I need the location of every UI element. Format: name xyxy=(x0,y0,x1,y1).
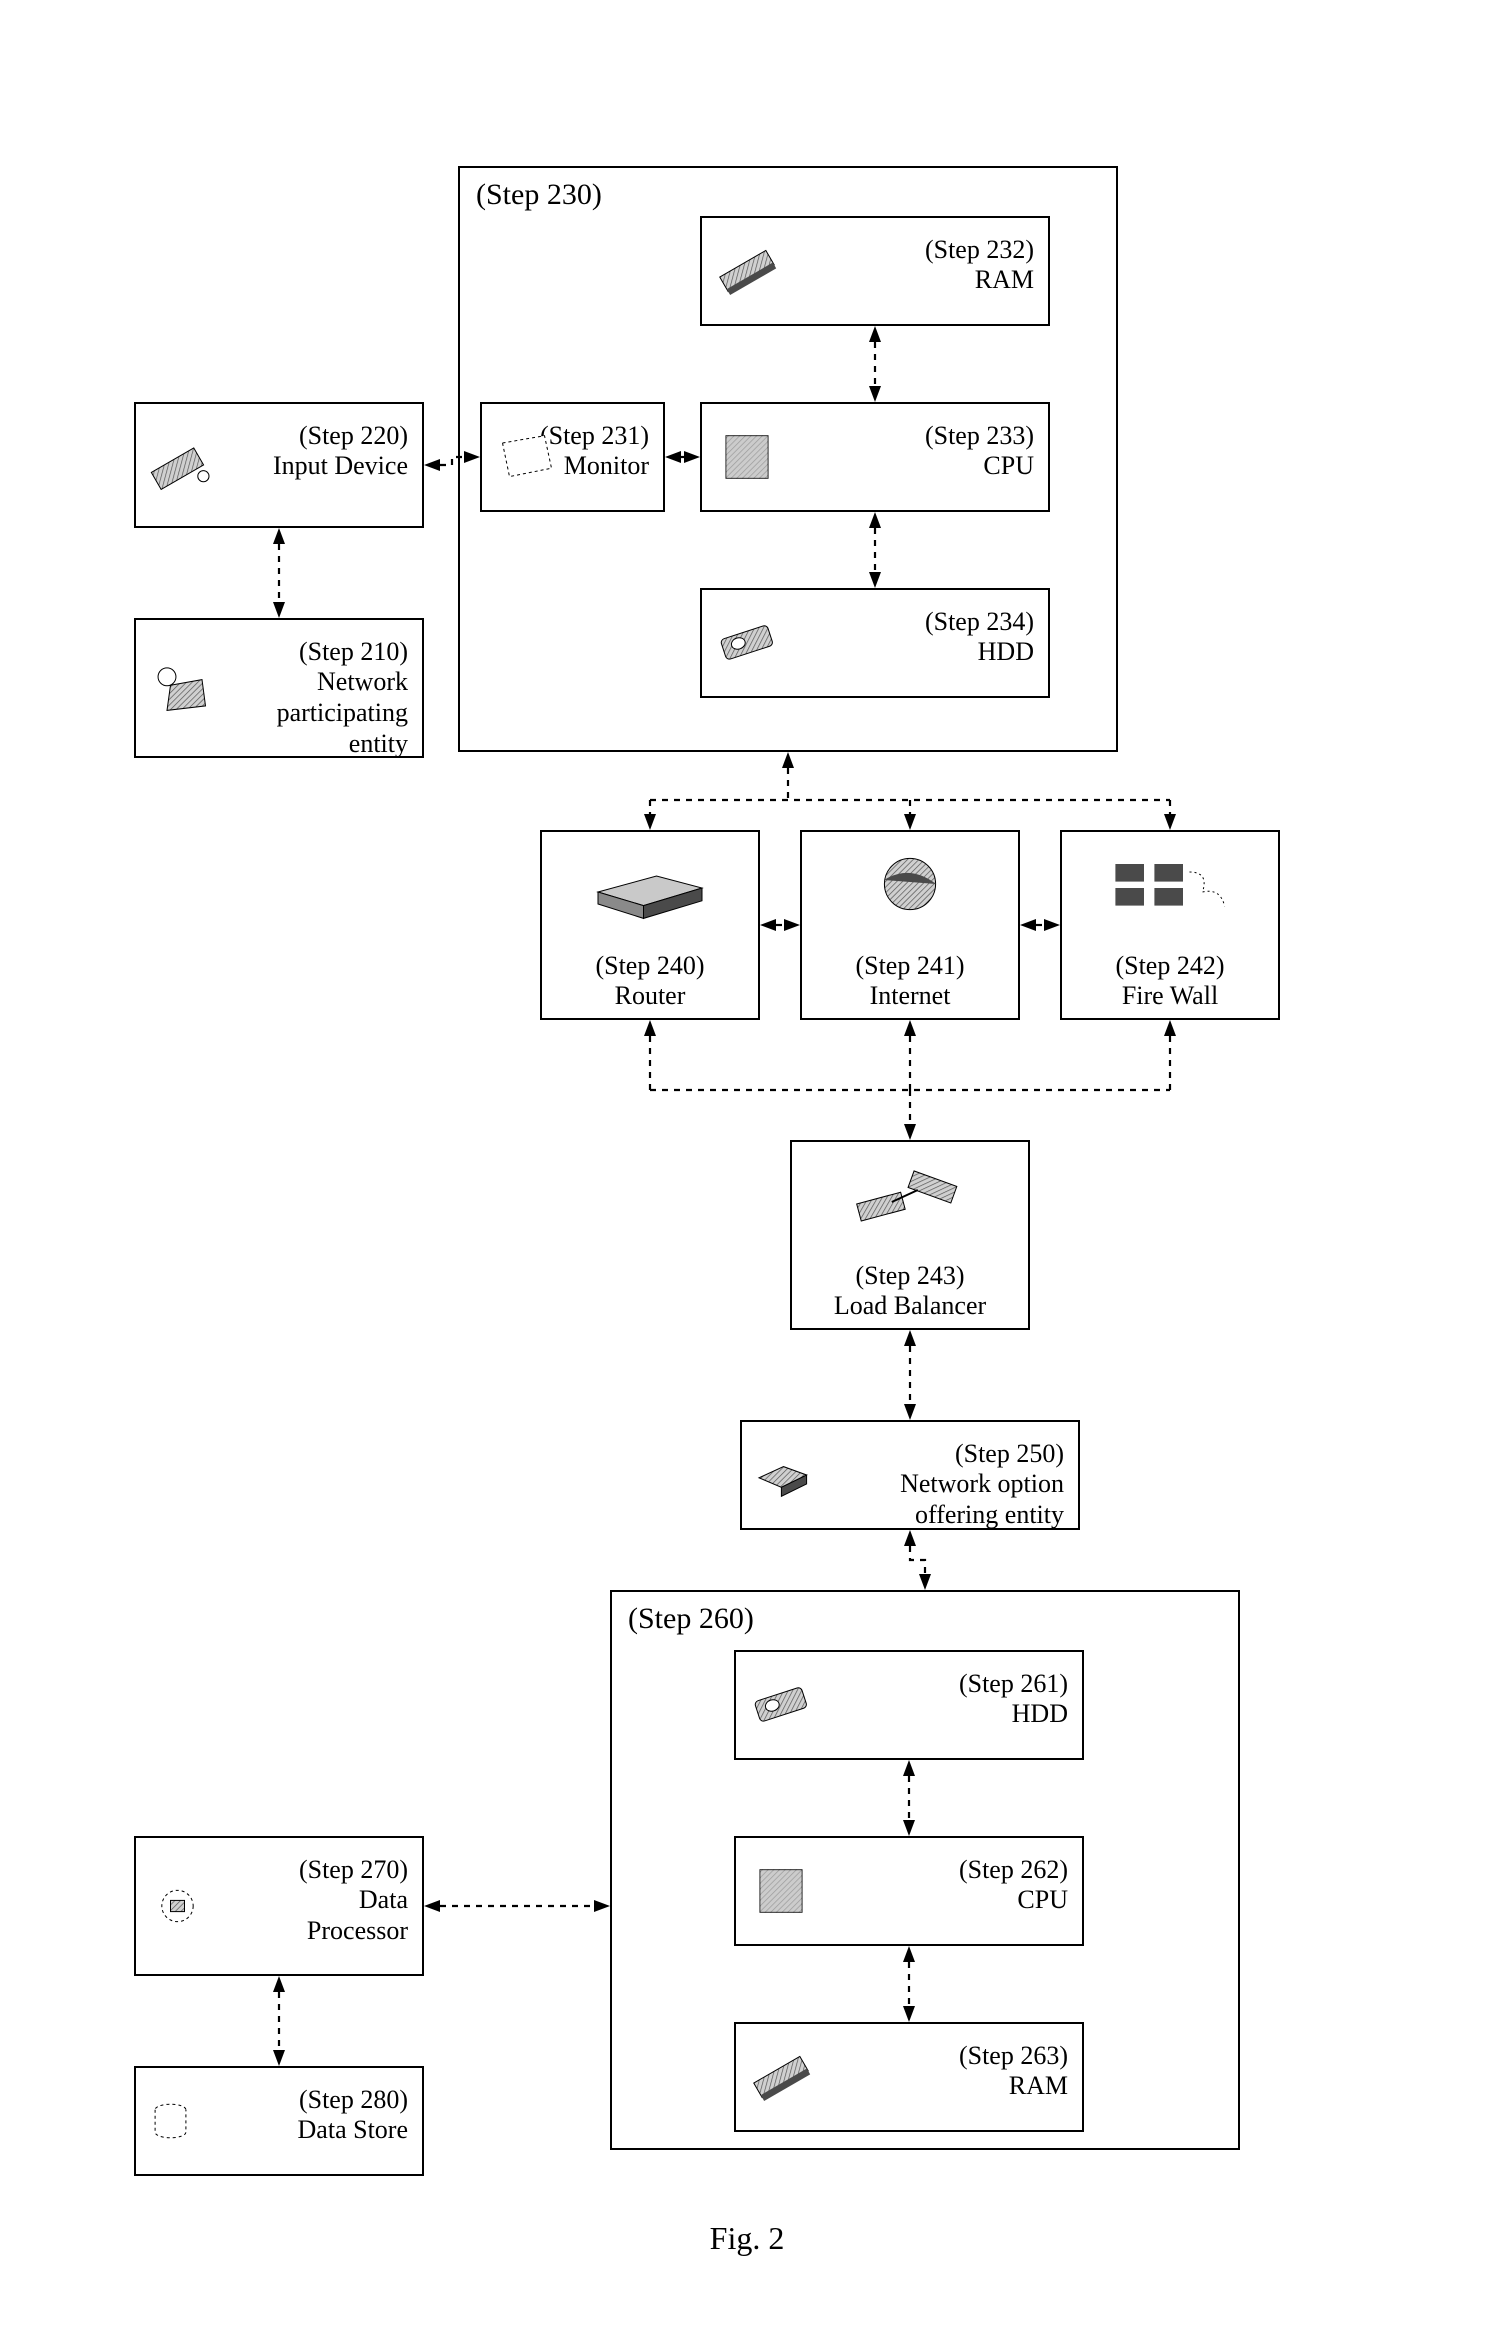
monitor-icon xyxy=(492,429,562,485)
server-icon xyxy=(752,1447,822,1503)
label-step-240: (Step 240) xyxy=(540,950,760,981)
keyboard-icon xyxy=(146,437,216,493)
hdd-icon xyxy=(712,615,782,671)
firewall-icon xyxy=(1105,848,1235,928)
globe-icon xyxy=(845,848,975,928)
load-balancer-icon xyxy=(845,1158,975,1238)
label-step-243: (Step 243) xyxy=(790,1260,1030,1291)
label-step-241: (Step 241) xyxy=(800,950,1020,981)
cpu-icon xyxy=(712,429,782,485)
container-title-260: (Step 260) xyxy=(628,1602,754,1636)
label-name-240: Router xyxy=(540,980,760,1011)
label-name-243: Load Balancer xyxy=(790,1290,1030,1321)
ram-icon xyxy=(712,243,782,299)
router-icon xyxy=(585,848,715,928)
ram-icon xyxy=(746,2049,816,2105)
figure-caption: Fig. 2 xyxy=(0,2220,1494,2257)
label-name-241: Internet xyxy=(800,980,1020,1011)
label-name-242: Fire Wall xyxy=(1060,980,1280,1011)
container-title-230: (Step 230) xyxy=(476,178,602,212)
chip-icon xyxy=(146,1878,216,1934)
person-icon xyxy=(146,660,216,716)
cpu-icon xyxy=(746,1863,816,1919)
figure-stage: (Step 230) (Step 260) (Step 232) RAM (St… xyxy=(0,0,1494,2332)
database-icon xyxy=(146,2093,216,2149)
label-step-242: (Step 242) xyxy=(1060,950,1280,981)
hdd-icon xyxy=(746,1677,816,1733)
